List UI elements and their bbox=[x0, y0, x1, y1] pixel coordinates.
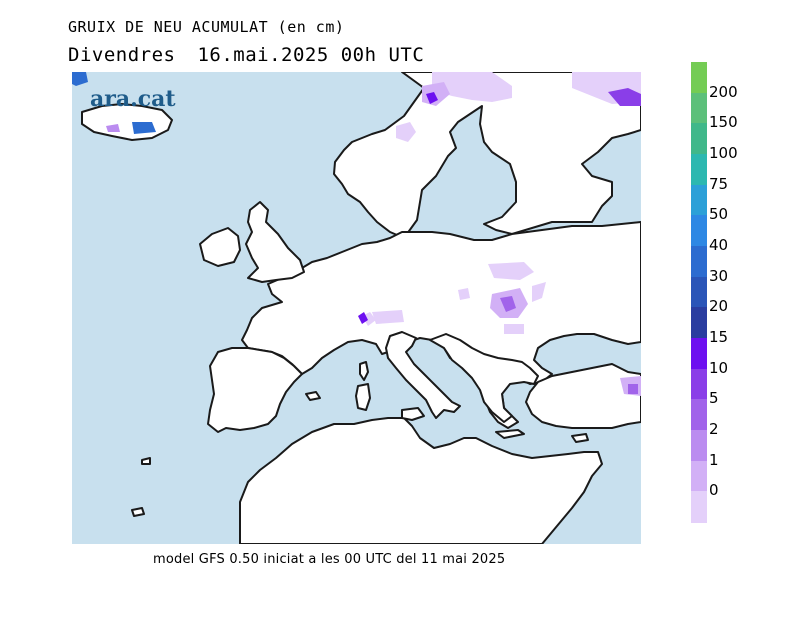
legend-swatch bbox=[691, 399, 707, 431]
land-crete bbox=[495, 429, 525, 439]
legend-swatch bbox=[691, 276, 707, 308]
land-canaries bbox=[131, 507, 145, 517]
legend-label: 1 bbox=[709, 450, 719, 469]
legend-label: 30 bbox=[709, 266, 729, 285]
map-variable-title: GRUIX DE NEU ACUMULAT (en cm) bbox=[68, 18, 345, 36]
land-sardinia bbox=[355, 383, 371, 411]
legend-label: 0 bbox=[709, 481, 719, 500]
legend-label: 20 bbox=[709, 297, 729, 316]
legend-label: 75 bbox=[709, 174, 729, 193]
land-ireland bbox=[199, 227, 241, 267]
land-madeira bbox=[141, 457, 151, 465]
land-corsica bbox=[359, 361, 369, 381]
map-date-title: Divendres 16.mai.2025 00h UTC bbox=[68, 44, 424, 66]
land-great-britain bbox=[245, 201, 305, 283]
legend-label: 50 bbox=[709, 205, 729, 224]
legend-swatch bbox=[691, 307, 707, 339]
legend-label: 150 bbox=[709, 113, 738, 132]
legend-swatch bbox=[691, 368, 707, 400]
legend-swatch bbox=[691, 92, 707, 124]
land-italy bbox=[385, 331, 461, 419]
land-anatolia bbox=[525, 363, 641, 429]
legend-swatch bbox=[691, 338, 707, 370]
legend-swatch bbox=[691, 184, 707, 216]
legend-swatch bbox=[691, 62, 707, 94]
ara-cat-logo: ara.cat bbox=[90, 86, 176, 112]
legend-swatch bbox=[691, 154, 707, 186]
land-scandinavia bbox=[333, 72, 641, 239]
legend-label: 5 bbox=[709, 389, 719, 408]
snow-patches bbox=[72, 72, 641, 396]
legend-label: 40 bbox=[709, 236, 729, 254]
legend-label: 15 bbox=[709, 328, 729, 346]
land-balearics bbox=[305, 391, 321, 401]
legend-swatch bbox=[691, 430, 707, 462]
datetime-label: 16.mai.2025 00h UTC bbox=[197, 44, 425, 66]
legend-swatch bbox=[691, 215, 707, 247]
land-north-africa bbox=[239, 417, 603, 544]
legend-label: 100 bbox=[709, 144, 738, 162]
land-iberia bbox=[207, 347, 303, 433]
weekday-label: Divendres bbox=[68, 44, 176, 66]
color-legend bbox=[691, 62, 707, 523]
legend-label: 2 bbox=[709, 420, 719, 438]
legend-swatch bbox=[691, 246, 707, 278]
legend-swatch bbox=[691, 460, 707, 492]
model-run-caption: model GFS 0.50 iniciat a les 00 UTC del … bbox=[153, 552, 506, 567]
land-balkans bbox=[429, 333, 539, 423]
legend-label: 200 bbox=[709, 82, 738, 101]
legend-swatch bbox=[691, 491, 707, 523]
legend-swatch bbox=[691, 123, 707, 155]
land-cyprus bbox=[571, 433, 589, 443]
snow-depth-map bbox=[72, 72, 641, 544]
legend-label: 10 bbox=[709, 358, 729, 377]
land-sicily bbox=[401, 407, 425, 421]
